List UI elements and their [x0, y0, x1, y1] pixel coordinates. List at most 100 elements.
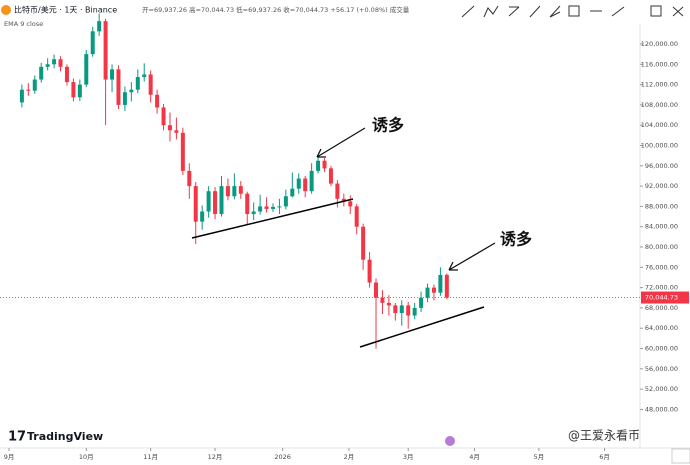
symbol-title[interactable]: 比特币/美元 · 1天 · Binance: [14, 5, 117, 15]
y-tick-label: 60,000.00: [645, 345, 678, 353]
tool-fan[interactable]: [549, 5, 561, 18]
candle-body: [322, 160, 327, 169]
candle-body: [361, 226, 366, 260]
candle-body: [283, 196, 288, 207]
candle-body: [174, 130, 179, 133]
candle-body: [444, 274, 449, 298]
candle-body: [341, 198, 346, 202]
tool-box[interactable]: [650, 5, 662, 17]
candle-body: [122, 92, 127, 105]
y-tick-label: 108,000.00: [641, 101, 678, 109]
candle-body: [39, 66, 44, 80]
candle-body: [90, 31, 95, 55]
candle-body: [309, 170, 314, 192]
tool-path[interactable]: [483, 5, 499, 18]
candle-body: [180, 132, 185, 171]
candle-body: [348, 201, 353, 207]
y-tick-label: 64,000.00: [645, 324, 678, 332]
y-tick-label: 52,000.00: [645, 385, 678, 393]
candle-body: [64, 66, 69, 83]
candle-body: [406, 305, 411, 316]
x-tick-label: 2月: [344, 453, 355, 461]
candle-body: [148, 74, 153, 95]
x-tick-label: 9月: [4, 453, 15, 461]
candle-body: [270, 206, 275, 209]
candle-body: [412, 307, 417, 316]
y-tick-label: 72,000.00: [645, 284, 678, 292]
candle-body: [161, 107, 166, 126]
tool-close[interactable]: [672, 6, 684, 17]
x-tick-label: 12月: [208, 453, 223, 461]
candle-body: [200, 211, 205, 222]
y-tick-label: 96,000.00: [645, 162, 678, 170]
brand-name: TradingView: [27, 430, 103, 443]
candle-body: [438, 274, 443, 293]
candle-body: [374, 282, 379, 298]
y-tick-label: 112,000.00: [641, 81, 678, 89]
candle-body: [103, 21, 108, 80]
symbol-icon: [1, 5, 11, 15]
candle-body: [354, 206, 359, 227]
watermark: @王爱永看币: [568, 429, 640, 443]
candle-body: [258, 206, 263, 212]
candle-body: [19, 89, 24, 103]
y-tick-label: 104,000.00: [641, 121, 678, 129]
candle-body: [303, 178, 308, 192]
tool-line[interactable]: [529, 5, 541, 18]
candle-body: [187, 170, 192, 187]
candle-body: [251, 211, 256, 215]
candle-body: [32, 79, 37, 91]
candle-body: [26, 89, 31, 91]
candle-body: [110, 69, 115, 80]
candle-body: [245, 193, 250, 215]
candle-body: [116, 69, 121, 105]
candle-body: [225, 186, 230, 197]
y-tick-label: 88,000.00: [645, 202, 678, 210]
trend-line: [359, 306, 485, 348]
ohlc-legend: 开=69,937.26 高=70,044.73 低=69,937.26 收=70…: [142, 5, 410, 14]
tool-rect[interactable]: [568, 5, 580, 17]
candle-body: [155, 94, 160, 108]
candle-body: [367, 259, 372, 283]
candle-body: [425, 287, 430, 298]
x-tick-label: 11月: [143, 453, 158, 461]
candle-body: [213, 191, 218, 215]
candle-body: [206, 191, 211, 212]
settings-button[interactable]: [671, 448, 690, 464]
indicator-legend: EMA 9 close: [4, 20, 43, 28]
y-tick-label: 80,000.00: [645, 243, 678, 251]
candle-body: [277, 206, 282, 208]
candle-body: [45, 64, 50, 67]
arrow-line: [448, 242, 496, 271]
candle-body: [399, 305, 404, 313]
candle-body: [419, 297, 424, 308]
arrow: [316, 127, 496, 271]
x-tick-label: 4月: [469, 453, 480, 461]
tool-ray[interactable]: [508, 6, 520, 17]
candle-body: [167, 125, 172, 131]
price-tag: [641, 291, 689, 304]
x-tick-label: 6月: [599, 453, 610, 461]
candle-body: [219, 186, 224, 215]
candle-body: [264, 206, 269, 209]
candle-body: [77, 84, 82, 98]
candle-body: [58, 59, 63, 67]
candle-body: [129, 89, 134, 93]
candle-body: [238, 186, 243, 194]
candle-body: [431, 287, 436, 293]
y-tick-label: 76,000.00: [645, 263, 678, 271]
candle-body: [335, 183, 340, 199]
y-tick-label: 100,000.00: [641, 142, 678, 150]
candle-body: [142, 74, 147, 77]
tool-extended[interactable]: [611, 6, 625, 17]
y-tick-label: 92,000.00: [645, 182, 678, 190]
plot: 48,000.00 52,000.00 56,000.00 60,000.00 64,0…: [0, 13, 689, 461]
candle-body: [393, 305, 398, 313]
tool-trendline[interactable]: [461, 5, 475, 18]
y-tick-label: 120,000.00: [641, 40, 678, 48]
event-icon[interactable]: [445, 436, 455, 446]
x-tick-label: 3月: [403, 453, 414, 461]
